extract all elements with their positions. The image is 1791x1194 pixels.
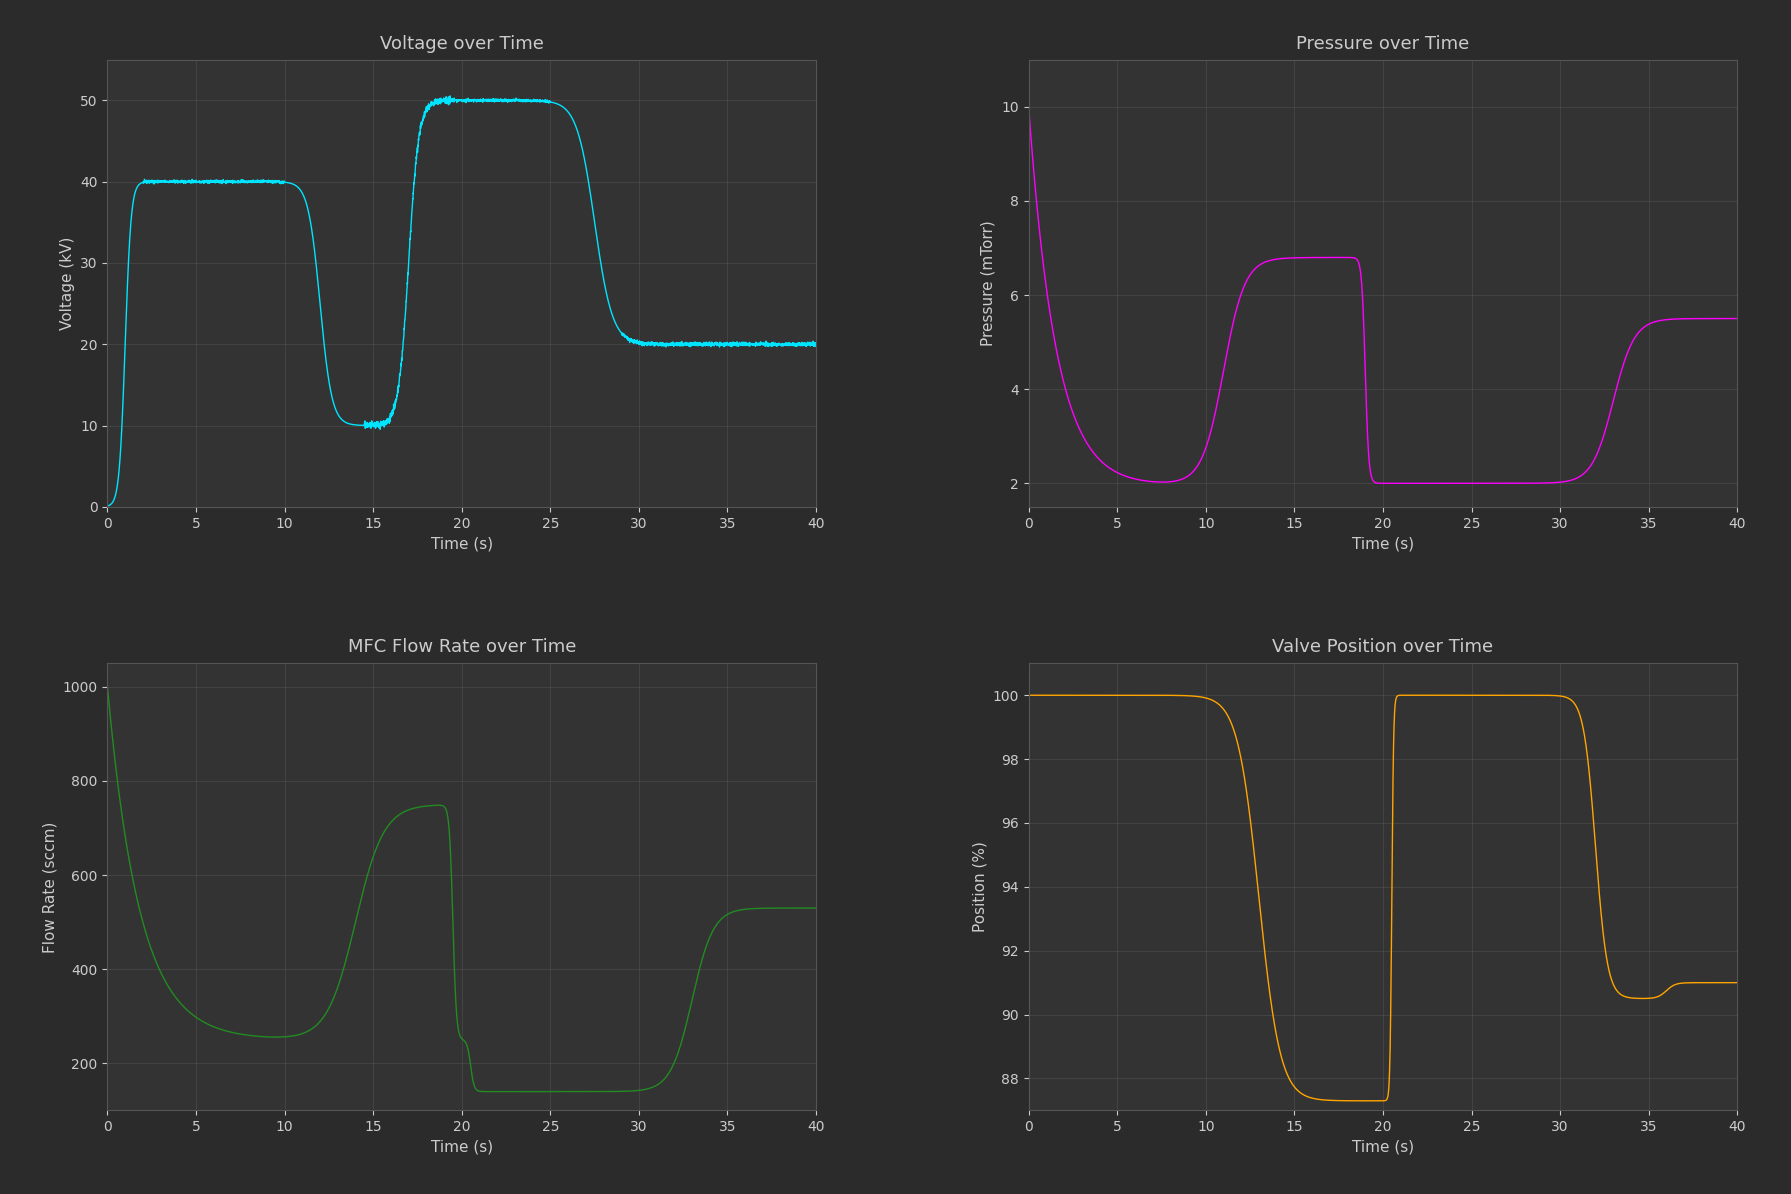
Title: Pressure over Time: Pressure over Time — [1297, 35, 1470, 53]
X-axis label: Time (s): Time (s) — [1352, 1140, 1415, 1155]
X-axis label: Time (s): Time (s) — [430, 1140, 493, 1155]
X-axis label: Time (s): Time (s) — [430, 536, 493, 552]
Title: Voltage over Time: Voltage over Time — [380, 35, 544, 53]
Title: MFC Flow Rate over Time: MFC Flow Rate over Time — [347, 639, 577, 657]
X-axis label: Time (s): Time (s) — [1352, 536, 1415, 552]
Y-axis label: Position (%): Position (%) — [973, 842, 987, 933]
Y-axis label: Pressure (mTorr): Pressure (mTorr) — [981, 221, 996, 346]
Y-axis label: Voltage (kV): Voltage (kV) — [59, 236, 75, 330]
Y-axis label: Flow Rate (sccm): Flow Rate (sccm) — [41, 821, 57, 953]
Title: Valve Position over Time: Valve Position over Time — [1272, 639, 1494, 657]
